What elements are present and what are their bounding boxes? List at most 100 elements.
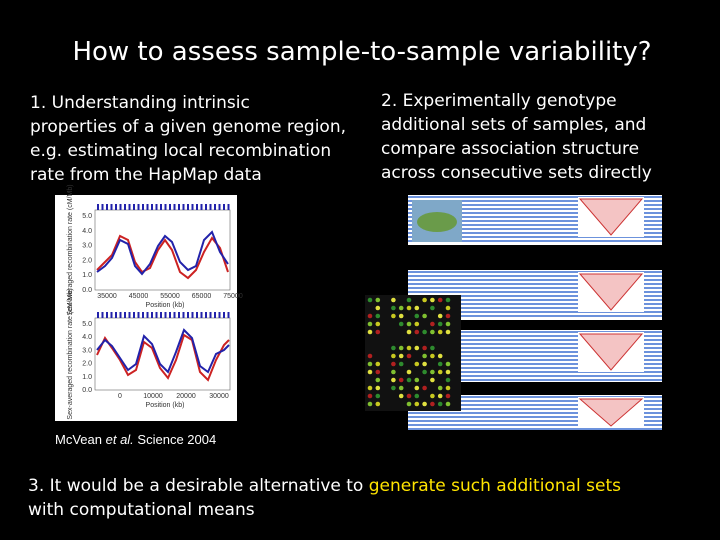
array-spot <box>398 361 404 367</box>
marker-tick <box>128 204 131 210</box>
marker-tick <box>151 204 153 210</box>
y-tick-label: 5.0 <box>82 321 92 328</box>
marker-tick <box>169 312 171 318</box>
marker-tick <box>115 204 117 210</box>
array-spot <box>391 297 396 303</box>
marker-tick <box>101 204 104 210</box>
y-axis-label: Sex-averaged recombination rate (cM/Mb) <box>67 184 74 315</box>
array-spot <box>437 401 443 407</box>
marker-tick <box>209 204 212 210</box>
array-spot <box>414 377 420 383</box>
blue-curve <box>96 230 229 276</box>
array-spot <box>414 401 420 407</box>
marker-tick <box>218 204 221 210</box>
array-spot <box>437 369 443 375</box>
array-spot <box>437 385 443 391</box>
marker-tick <box>178 312 180 318</box>
blue-curve <box>96 328 230 374</box>
array-spot <box>367 321 373 327</box>
array-spot <box>391 377 396 383</box>
array-spot <box>367 313 373 319</box>
array-spot <box>422 369 427 375</box>
array-spot <box>375 313 381 319</box>
array-spot <box>437 313 443 319</box>
array-spot <box>422 361 427 367</box>
array-spot <box>398 321 404 327</box>
text-line: additional sets of samples, and <box>381 115 646 135</box>
array-spot <box>437 361 443 367</box>
marker-tick <box>164 312 167 318</box>
y-tick-label: 0.0 <box>82 387 92 394</box>
marker-tick <box>223 204 225 210</box>
array-spot <box>398 393 404 399</box>
marker-tick <box>137 312 140 318</box>
marker-tick <box>191 204 194 210</box>
y-tick-label: 2.0 <box>82 257 92 264</box>
array-spot <box>367 297 373 303</box>
text-line: 1. Understanding intrinsic <box>30 93 250 113</box>
marker-tick <box>128 312 131 318</box>
array-spot <box>406 297 412 303</box>
ld-triangle <box>578 273 644 311</box>
marker-tick <box>227 204 230 210</box>
array-spot <box>430 305 435 311</box>
x-tick-label: 55000 <box>160 293 180 300</box>
microarray <box>365 295 461 411</box>
marker-tick <box>178 204 180 210</box>
array-spot <box>445 361 451 367</box>
array-spot <box>422 329 427 335</box>
marker-tick <box>124 204 126 210</box>
array-spot <box>391 305 396 311</box>
marker-tick <box>133 312 135 318</box>
marker-tick <box>142 312 144 318</box>
array-spot <box>375 361 381 367</box>
array-spot <box>437 297 443 303</box>
y-tick-label: 3.0 <box>82 243 92 250</box>
array-spot <box>367 401 373 407</box>
array-spot <box>430 401 435 407</box>
array-spot <box>406 401 412 407</box>
array-spot <box>391 353 396 359</box>
marker-tick <box>164 204 167 210</box>
citation: McVean et al. Science 2004 <box>55 432 216 447</box>
x-tick-label: 65000 <box>192 293 212 300</box>
array-spot <box>375 385 381 391</box>
array-spot <box>430 321 435 327</box>
marker-tick <box>160 204 162 210</box>
array-spot <box>437 321 443 327</box>
array-spot <box>406 393 412 399</box>
marker-tick <box>214 312 216 318</box>
marker-tick <box>119 204 122 210</box>
marker-tick <box>218 312 221 318</box>
array-spot <box>445 377 451 383</box>
red-curve <box>96 333 230 382</box>
array-spot <box>375 401 381 407</box>
left-text: 1. Understanding intrinsic properties of … <box>30 93 346 185</box>
marker-tick <box>97 312 99 318</box>
array-spot <box>398 313 404 319</box>
array-spot <box>406 305 412 311</box>
x-tick-label: 75000 <box>223 293 243 300</box>
array-spot <box>414 305 420 311</box>
marker-tick <box>223 312 225 318</box>
marker-tick <box>133 204 135 210</box>
text-line: across consecutive sets directly <box>381 163 652 183</box>
array-spot <box>391 385 396 391</box>
array-spot <box>445 313 451 319</box>
marker-tick <box>155 312 158 318</box>
figure-panel <box>55 195 237 421</box>
marker-tick <box>187 312 189 318</box>
array-spot <box>406 329 412 335</box>
array-spot <box>398 353 404 359</box>
array-spot <box>398 385 404 391</box>
x-tick-label: 35000 <box>97 293 117 300</box>
marker-tick <box>169 204 171 210</box>
array-bg <box>365 295 461 411</box>
array-spot <box>430 369 435 375</box>
array-spot <box>437 353 443 359</box>
citation-etal: et al. <box>106 432 134 447</box>
array-spot <box>422 297 427 303</box>
array-spot <box>414 385 420 391</box>
array-spot <box>430 297 435 303</box>
array-spot <box>437 393 443 399</box>
